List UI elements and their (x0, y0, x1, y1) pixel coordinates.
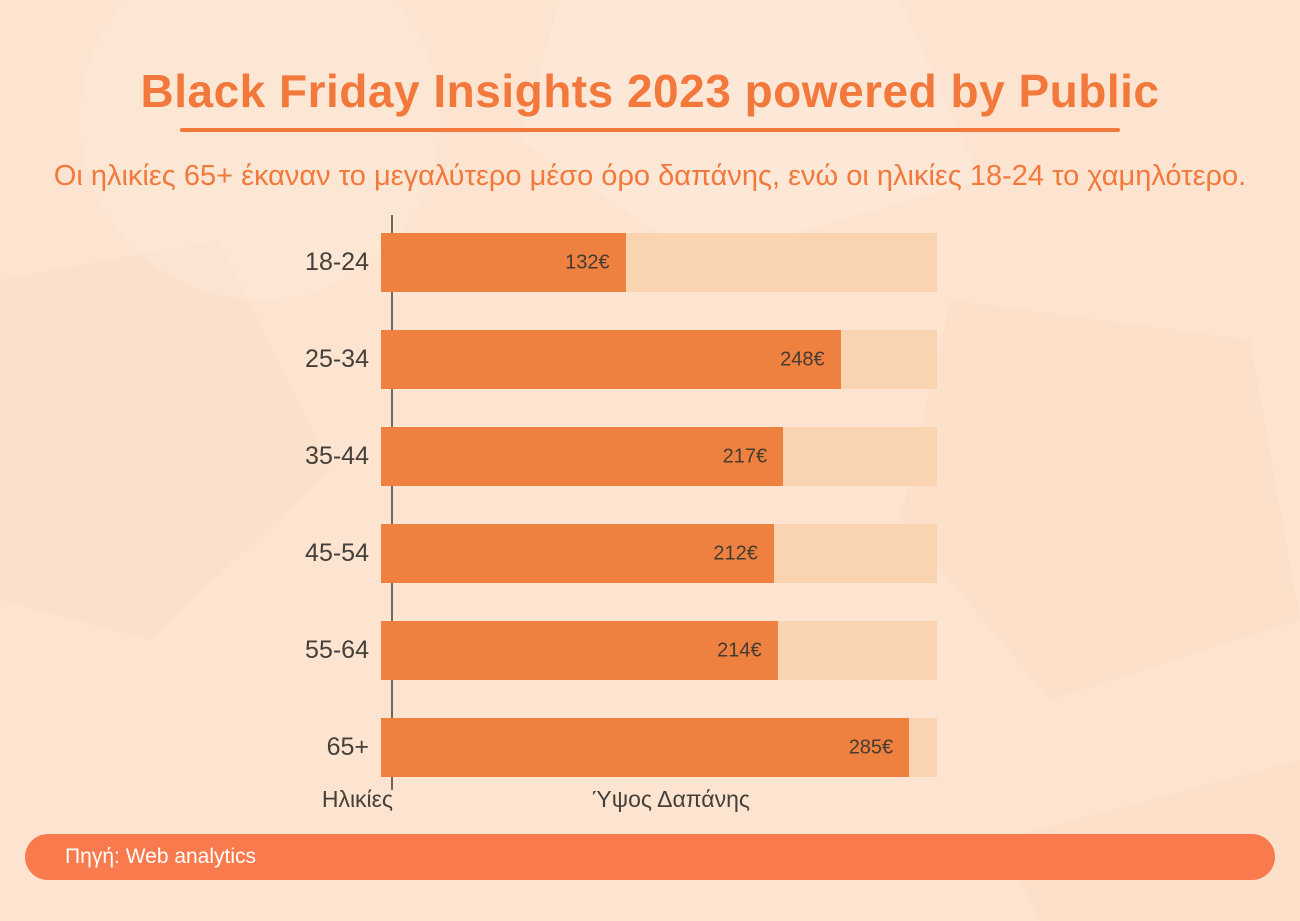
bar-row-35-44: 35-44 217€ (281, 427, 937, 486)
source-bar: Πηγή: Web analytics (25, 834, 1275, 880)
bar-track: 212€ (381, 524, 937, 583)
source-label: Πηγή: Web analytics (65, 845, 257, 868)
bar-row-65-plus: 65+ 285€ (281, 718, 937, 777)
x-axis-label: Ύψος Δαπάνης (592, 786, 750, 812)
category-label: 25-34 (305, 345, 369, 373)
bar-row-55-64: 55-64 214€ (281, 621, 937, 680)
bar-row-25-34: 25-34 248€ (281, 330, 937, 389)
bar-fill: 285€ (381, 718, 910, 777)
bar-track: 214€ (381, 621, 937, 680)
category-label: 55-64 (305, 636, 369, 664)
bar-track: 285€ (381, 718, 937, 777)
bar-fill: 212€ (381, 524, 774, 583)
category-label: 35-44 (305, 442, 369, 470)
value-label: 248€ (780, 348, 825, 370)
subtitle: Οι ηλικίες 65+ έκαναν το μεγαλύτερο μέσο… (53, 160, 1247, 192)
value-label: 212€ (713, 542, 758, 564)
value-label: 285€ (848, 736, 894, 758)
value-label: 217€ (722, 445, 768, 467)
y-axis-label: Ηλικίες (321, 786, 393, 812)
bar-fill: 217€ (381, 427, 784, 486)
value-label: 214€ (717, 639, 762, 661)
title-underline (180, 128, 1120, 132)
bar-fill: 132€ (381, 233, 626, 292)
value-label: 132€ (565, 251, 610, 273)
bar-fill: 248€ (381, 330, 841, 389)
page-title: Black Friday Insights 2023 powered by Pu… (140, 65, 1160, 117)
bar-fill: 214€ (381, 621, 778, 680)
bar-track: 248€ (381, 330, 937, 389)
bar-row-45-54: 45-54 212€ (281, 524, 937, 583)
bar-track: 132€ (381, 233, 937, 292)
bar-rows: 18-24 132€ 25-34 248€ 35-44 (281, 233, 937, 777)
category-label: 45-54 (305, 539, 369, 567)
y-axis-line (391, 215, 393, 790)
bar-row-18-24: 18-24 132€ (281, 233, 937, 292)
bar-track: 217€ (381, 427, 937, 486)
category-label: 18-24 (305, 248, 369, 276)
category-label: 65+ (326, 733, 369, 761)
